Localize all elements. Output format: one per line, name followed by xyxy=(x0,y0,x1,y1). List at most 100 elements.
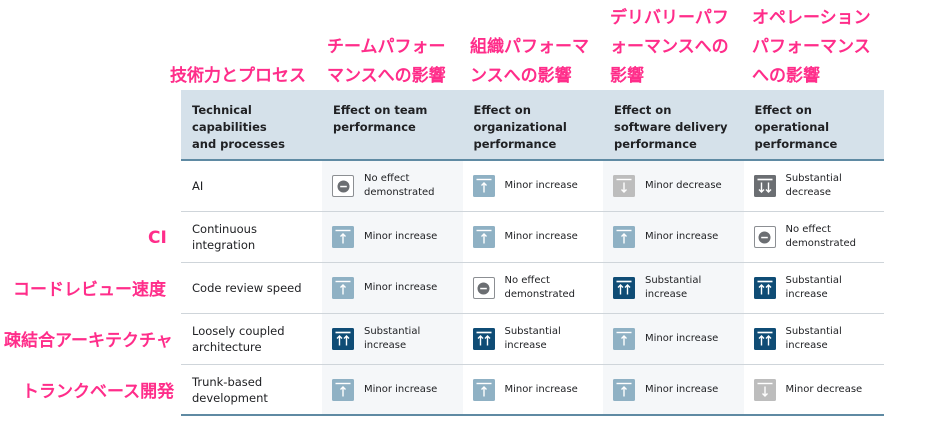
capability-label-line: integration xyxy=(192,238,256,252)
effect-cell: Substantial increase xyxy=(744,263,885,313)
annotation-org-performance: 組織パフォーマ ンスへの影響 xyxy=(470,33,589,91)
effect-cell: No effect demonstrated xyxy=(744,212,885,262)
effect-cell: Minor increase xyxy=(463,161,604,211)
effect-label-line: decrease xyxy=(785,187,832,198)
effect-cell: Minor increase xyxy=(603,365,744,414)
effect-label: Minor decrease xyxy=(645,179,722,193)
effect-cell: Minor increase xyxy=(322,212,463,262)
annotation-line: 影響 xyxy=(610,66,644,86)
header-cell: Effect on organizational performance xyxy=(463,90,604,159)
effect-label: Substantial increase xyxy=(364,325,420,353)
annotation-line: 組織パフォーマ xyxy=(470,37,589,57)
minor-increase-icon xyxy=(332,378,354,401)
effect-label-line: Minor increase xyxy=(364,231,438,242)
capability-label-line: architecture xyxy=(192,340,262,354)
effect-label-line: No effect xyxy=(504,275,550,286)
effect-cell: Minor decrease xyxy=(744,365,885,414)
effect-label: No effect demonstrated xyxy=(364,172,435,200)
effect-label-line: Minor increase xyxy=(364,282,438,293)
effect-cell: Minor increase xyxy=(603,212,744,262)
effect-cell: Minor increase xyxy=(322,263,463,313)
annotation-line: チームパフォー xyxy=(327,37,446,57)
effect-label-line: Minor increase xyxy=(504,231,578,242)
effect-cell: Substantial decrease xyxy=(744,161,885,211)
header-cell: Effect on team performance xyxy=(322,90,463,159)
annotation-line: マンスへの影響 xyxy=(327,66,446,86)
effect-label: Minor increase xyxy=(364,230,437,244)
effect-label: Minor increase xyxy=(505,230,578,244)
minor-increase-icon xyxy=(472,175,495,197)
capability-label-text: AI xyxy=(192,178,203,194)
substantial-increase-icon xyxy=(753,277,776,299)
effect-label: Minor increase xyxy=(645,332,718,346)
effect-cell: Minor decrease xyxy=(603,161,744,211)
effect-cell: Minor increase xyxy=(322,365,463,414)
effect-label-line: increase xyxy=(645,289,688,300)
capability-label-line: Code review speed xyxy=(192,281,302,295)
effect-cell: Minor increase xyxy=(463,365,604,414)
header-line: performance xyxy=(614,137,697,151)
no-effect-icon xyxy=(472,277,495,299)
minor-increase-icon xyxy=(472,378,495,401)
effect-label: Substantial increase xyxy=(645,274,701,302)
minor-increase-icon xyxy=(613,226,635,248)
minor-increase-icon xyxy=(613,328,635,350)
capability-label-text: Loosely coupled architecture xyxy=(192,323,285,355)
annotation-team-performance: チームパフォー マンスへの影響 xyxy=(327,33,446,91)
header-line: performance xyxy=(333,120,416,134)
header-line: performance xyxy=(754,137,838,151)
annotation-line: オペレーション xyxy=(752,8,871,28)
effect-label: Minor increase xyxy=(364,383,437,397)
effect-label-line: demonstrated xyxy=(504,289,576,300)
minor-increase-icon xyxy=(332,277,354,299)
effect-label: Minor increase xyxy=(505,179,578,193)
effect-label-line: Substantial xyxy=(504,326,561,337)
effect-label-line: demonstrated xyxy=(364,187,435,198)
header-line: Effect on xyxy=(754,103,812,117)
header-line: Effect on team xyxy=(333,103,428,117)
effect-label-line: Minor increase xyxy=(645,383,719,395)
no-effect-icon xyxy=(332,175,354,197)
effect-label-line: Substantial xyxy=(785,173,842,184)
effect-cell: Substantial increase xyxy=(603,263,744,313)
effect-label-line: Minor increase xyxy=(504,383,578,395)
header-line: Effect on xyxy=(614,103,672,117)
effect-label-line: increase xyxy=(504,340,547,351)
effect-cell: Substantial increase xyxy=(463,314,604,364)
capability-label-line: development xyxy=(192,390,268,405)
effect-label: Minor increase xyxy=(505,383,578,397)
effect-label: Substantial increase xyxy=(505,325,561,353)
effect-label-line: No effect xyxy=(785,224,831,235)
effect-label-line: Minor increase xyxy=(504,180,578,191)
annotation-loosely-coupled: 疎結合アーキテクチャ xyxy=(4,331,173,351)
capability-label: Continuous integration xyxy=(181,212,322,262)
effect-cell: No effect demonstrated xyxy=(463,263,604,313)
effect-label-line: Substantial xyxy=(364,326,421,337)
capability-label-line: AI xyxy=(192,179,204,193)
effect-label-line: Substantial xyxy=(785,275,842,286)
minor-increase-icon xyxy=(332,226,354,248)
capabilities-table: Technical capabilities and processes Eff… xyxy=(181,90,884,416)
effect-cell: Minor increase xyxy=(463,212,604,262)
capability-label-text: Continuous integration xyxy=(192,221,257,253)
table-row: Code review speed Minor increase No effect… xyxy=(181,263,884,314)
capability-label: Trunk-based development xyxy=(181,365,322,414)
table-row: Loosely coupled architecture Substantial in… xyxy=(181,314,884,365)
annotation-line: 技術力とプロセス xyxy=(170,66,306,86)
effect-label-line: demonstrated xyxy=(785,238,857,249)
effect-label: Minor increase xyxy=(645,230,718,244)
effect-cell: Substantial increase xyxy=(322,314,463,364)
header-line: Technical xyxy=(192,103,252,117)
header-line: organizational xyxy=(473,120,567,134)
effect-label: Minor decrease xyxy=(786,383,863,397)
header-line: Effect on xyxy=(473,103,531,117)
effect-label-line: No effect xyxy=(364,173,410,184)
effect-label-line: Minor increase xyxy=(645,333,719,344)
effect-label-line: Minor decrease xyxy=(645,180,722,191)
header-line: operational xyxy=(754,120,830,134)
minor-increase-icon xyxy=(613,378,635,401)
capability-label: AI xyxy=(181,161,322,211)
substantial-increase-icon xyxy=(332,328,354,350)
table-row: Trunk-based development Minor increase Mino… xyxy=(181,365,884,416)
effect-cell: Substantial increase xyxy=(744,314,885,364)
